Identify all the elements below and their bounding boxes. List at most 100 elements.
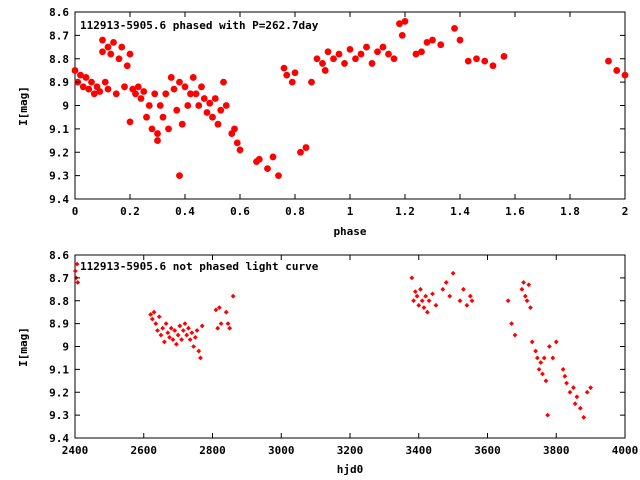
unphased-y-tick-label: 9 (62, 341, 69, 354)
phased-axes: 0 0.2 0.4 0.6 0.8 1 1.2 1.4 1.6 1.8 2 8.6 8.7 8.8 8.9 9… (49, 6, 628, 218)
phased-data-point (77, 71, 84, 79)
phased-x-tick-label: 0.6 (230, 205, 250, 218)
phased-data-point (162, 90, 170, 98)
unphased-y-tick-label: 8.7 (49, 272, 69, 285)
phased-data-point (613, 67, 621, 74)
phased-data-point (126, 118, 134, 126)
phased-data-point (173, 106, 181, 114)
unphased-data-point (512, 332, 518, 338)
phased-data-point (165, 125, 172, 133)
unphased-data-point (524, 298, 530, 304)
phased-data-point (220, 78, 227, 86)
phased-y-tick-label: 9.4 (49, 193, 69, 206)
phased-data-point (390, 55, 398, 63)
phased-data-point (151, 90, 159, 98)
phased-data-point (99, 48, 106, 56)
unphased-data-point (522, 293, 528, 299)
phased-data-point (176, 78, 183, 86)
phased-data-point (148, 125, 156, 133)
phased-data-point (178, 120, 186, 128)
unphased-data-point (163, 321, 169, 327)
phased-data-point (412, 50, 420, 58)
phased-data-point (211, 95, 219, 102)
unphased-data-point (447, 293, 453, 299)
unphased-data-point (564, 380, 569, 386)
unphased-data-point (543, 378, 549, 384)
phased-data-point (195, 102, 203, 109)
unphased-data-point (149, 316, 155, 322)
phased-data-point (288, 78, 296, 86)
phased-data-point (222, 102, 230, 109)
unphased-data-point (534, 355, 540, 361)
unphased-data-point (505, 298, 511, 304)
unphased-y-tick-label: 9.3 (49, 409, 69, 422)
phased-data-point (374, 48, 381, 56)
phased-data-point (297, 148, 304, 156)
unphased-x-tick-label: 3400 (406, 444, 433, 457)
phased-data-point (71, 67, 79, 74)
unphased-x-tick-label: 3000 (268, 444, 295, 457)
phased-data-point (156, 102, 164, 109)
phased-data-point (134, 83, 142, 91)
phased-data-point (308, 78, 315, 86)
phased-data-point (143, 113, 150, 121)
phased-data-point (313, 55, 321, 63)
phased-data-point (280, 64, 288, 72)
unphased-data-point (450, 270, 456, 276)
phased-data-point (181, 83, 189, 91)
unphased-x-tick-label: 2800 (199, 444, 226, 457)
unphased-data-point (160, 325, 166, 331)
phased-x-tick-label: 1.2 (395, 205, 415, 218)
unphased-data-point (541, 355, 547, 361)
phased-data-point (451, 24, 458, 32)
phased-data-point (159, 113, 167, 121)
unphased-plot-frame (74, 254, 626, 439)
phased-x-tick-label: 1 (347, 205, 354, 218)
unphased-data-point (196, 348, 202, 354)
unphased-data-point (560, 366, 566, 372)
unphased-y-tick-label: 9.1 (49, 363, 69, 376)
unphased-data-point (526, 282, 532, 288)
unphased-data-point (540, 371, 545, 377)
phased-data-point (137, 95, 145, 102)
phased-data-point (357, 50, 365, 58)
phased-data-point (231, 125, 238, 133)
unphased-x-tick-label: 4000 (612, 444, 639, 457)
unphased-data-point (170, 337, 176, 343)
phased-data-point (429, 36, 436, 44)
phased-data-point (335, 50, 343, 58)
phased-data-point (140, 88, 148, 95)
unphased-data-point (189, 330, 195, 336)
phased-data-point (423, 38, 431, 46)
unphased-data-point (174, 341, 179, 347)
phased-x-axis-label: phase (333, 225, 366, 238)
unphased-data-point (225, 321, 231, 327)
unphased-data-point (416, 302, 422, 308)
phased-data-point (132, 90, 139, 98)
phased-y-tick-label: 9.1 (49, 123, 69, 136)
unphased-y-tick-label: 8.8 (49, 295, 69, 308)
unphased-data-point (191, 344, 196, 349)
unphased-data-point (538, 360, 544, 365)
phased-data-point (473, 55, 480, 63)
phased-data-point (206, 99, 214, 107)
unphased-data-point (421, 305, 427, 311)
phased-data-point (302, 144, 310, 151)
phased-x-tick-label: 1.6 (505, 205, 525, 218)
unphased-data-point (509, 321, 514, 327)
unphased-data-point (213, 307, 219, 313)
unphased-data-point (467, 293, 473, 299)
phased-data-point (269, 153, 277, 161)
phased-data-point (90, 90, 98, 98)
unphased-x-tick-label: 2600 (131, 444, 158, 457)
unphased-data-points (72, 261, 594, 420)
unphased-data-point (418, 286, 423, 292)
phased-data-point (330, 55, 337, 63)
unphased-data-point (167, 334, 172, 340)
unphased-data-point (198, 355, 203, 361)
phased-chart-panel: 0 0.2 0.4 0.6 0.8 1 1.2 1.4 1.6 1.8 2 8.6 8.7 8.8 8.9 9… (17, 6, 629, 238)
unphased-data-point (581, 415, 587, 420)
phased-data-point (104, 43, 112, 51)
phased-y-tick-label: 8.6 (49, 6, 69, 19)
